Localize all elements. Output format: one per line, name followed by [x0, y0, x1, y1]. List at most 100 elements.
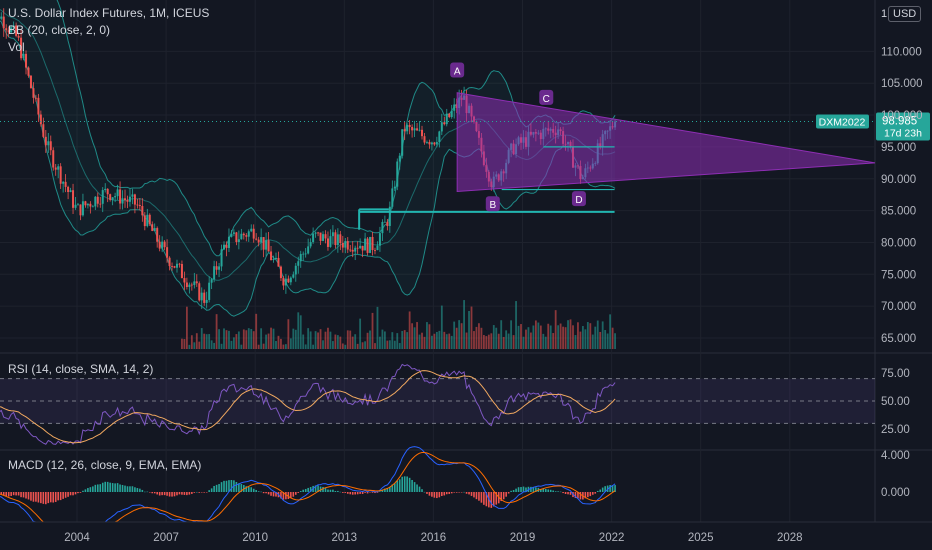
macd-histogram-bar	[396, 480, 399, 492]
macd-histogram-bar	[436, 492, 438, 499]
volume-bar	[183, 339, 186, 349]
candle-body	[62, 181, 65, 184]
volume-bar	[591, 334, 594, 349]
macd-histogram-bar	[282, 492, 285, 500]
currency-badge[interactable]: USD	[888, 6, 922, 22]
volume-bar	[428, 324, 431, 349]
macd-histogram-bar	[297, 492, 300, 493]
candle-body	[341, 243, 344, 248]
volume-bar	[208, 334, 211, 349]
volume-bar	[470, 306, 473, 349]
volume-bar	[534, 320, 537, 349]
macd-histogram-bar	[579, 492, 582, 500]
macd-label[interactable]: MACD (12, 26, close, 9, EMA, EMA)	[8, 458, 202, 472]
macd-histogram-bar	[230, 480, 233, 492]
volume-bar	[398, 343, 401, 349]
candle-body	[314, 232, 317, 234]
volume-bar	[220, 343, 223, 349]
pattern-point-a[interactable]	[450, 62, 465, 78]
candle-body	[10, 27, 13, 33]
chart-title[interactable]: U.S. Dollar Index Futures, 1M, ICEUS	[8, 6, 210, 20]
candle-body	[133, 194, 136, 205]
macd-histogram-bar	[522, 486, 525, 492]
candle-body	[7, 30, 10, 33]
time-tick-label: 2025	[688, 532, 714, 544]
volume-bar	[242, 329, 245, 349]
volume-bar	[562, 326, 564, 349]
candle-body	[373, 250, 376, 251]
macd-histogram-bar	[64, 492, 67, 498]
pattern-point-b[interactable]	[485, 196, 500, 212]
bb-label[interactable]: BB (20, close, 2, 0)	[8, 23, 111, 37]
candle-body	[27, 67, 30, 76]
candle-body	[74, 204, 77, 208]
macd-histogram-bar	[186, 492, 188, 496]
macd-histogram-bar	[468, 492, 470, 495]
macd-histogram-bar	[238, 483, 240, 492]
axis-partial-label: 1	[881, 8, 888, 20]
macd-histogram-bar	[267, 492, 270, 495]
macd-histogram-bar	[314, 485, 317, 492]
candle-body	[42, 124, 45, 137]
volume-bar	[346, 330, 349, 349]
macd-histogram-bar	[20, 492, 22, 498]
volume-bar	[339, 336, 342, 349]
macd-histogram-bar	[235, 481, 238, 492]
pattern-point-d[interactable]	[571, 191, 586, 207]
volume-bar	[458, 320, 461, 349]
candle-body	[86, 203, 89, 206]
volume-bar	[327, 327, 329, 349]
symbol-tag[interactable]	[816, 114, 869, 129]
volume-bar	[577, 322, 579, 349]
macd-histogram-bar	[176, 492, 178, 496]
candle-body	[91, 206, 94, 208]
candle-body	[220, 249, 223, 267]
candle-body	[230, 233, 233, 237]
volume-bar	[275, 341, 277, 349]
volume-bar	[198, 341, 201, 349]
volume-bar	[190, 335, 193, 349]
volume-bar	[341, 343, 344, 349]
macd-histogram-bar	[173, 492, 176, 497]
last-price-tag[interactable]	[876, 112, 930, 141]
macd-histogram-bar	[448, 492, 451, 494]
candle-body	[57, 166, 60, 170]
volume-bar	[218, 329, 220, 349]
candle-body	[0, 16, 3, 19]
volume-bar	[606, 333, 609, 349]
macd-histogram-bar	[62, 492, 64, 499]
triangle-pattern[interactable]	[456, 92, 876, 193]
volume-bar	[532, 325, 535, 349]
candle-body	[39, 114, 42, 125]
volume-bar	[408, 311, 411, 349]
candle-body	[54, 167, 57, 170]
macd-histogram-bar	[294, 492, 297, 495]
rsi-ma-line	[0, 370, 616, 444]
macd-histogram-bar	[245, 486, 248, 492]
macd-histogram-bar	[111, 483, 114, 492]
volume-bar	[502, 336, 505, 349]
rsi-tick-label: 75.00	[881, 368, 910, 380]
macd-histogram-bar	[146, 491, 149, 493]
volume-bar	[225, 330, 228, 349]
vol-label[interactable]: Vol	[8, 40, 25, 54]
candle-body	[67, 186, 70, 193]
macd-histogram-bar	[369, 492, 371, 493]
candle-body	[20, 37, 23, 59]
volume-bar	[257, 344, 260, 349]
macd-histogram-bar	[252, 488, 255, 492]
candle-body	[111, 197, 114, 200]
pattern-point-c[interactable]	[539, 89, 554, 105]
rsi-label[interactable]: RSI (14, close, SMA, 14, 2)	[8, 362, 154, 376]
macd-histogram-bar	[334, 490, 337, 492]
candle-body	[17, 35, 20, 38]
macd-histogram-bar	[67, 492, 69, 497]
volume-bar	[272, 328, 275, 349]
candle-body	[124, 198, 127, 201]
candle-body	[438, 131, 441, 143]
macd-histogram-bar	[490, 492, 493, 508]
macd-tick-label: 0.000	[881, 487, 910, 499]
candle-body	[64, 181, 67, 187]
